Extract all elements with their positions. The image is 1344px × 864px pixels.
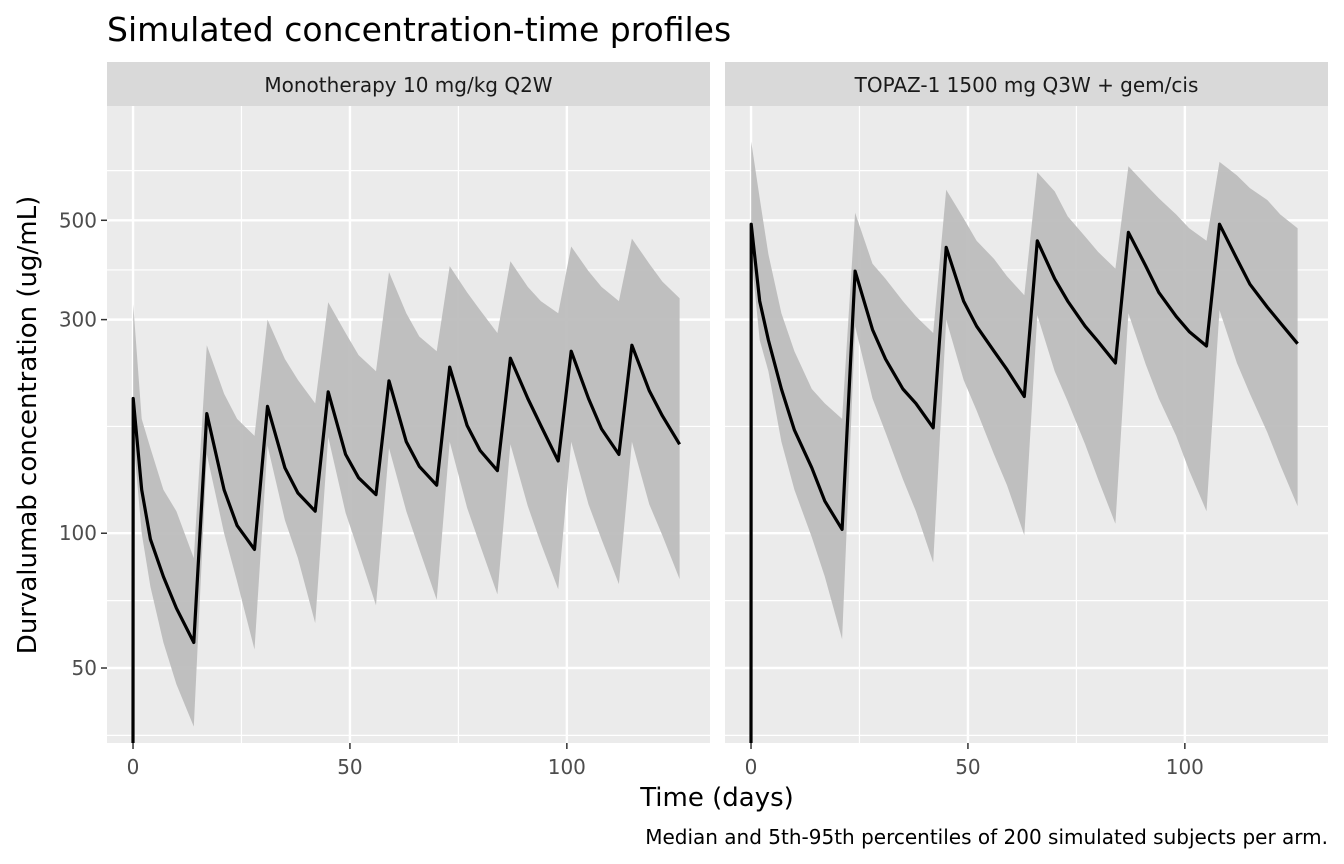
x-tick-label: 100 [548, 755, 586, 779]
y-tick-label: 300 [59, 308, 97, 332]
panels: Monotherapy 10 mg/kg Q2W 0 50 100 50 100 300 50… [59, 62, 1328, 779]
chart-caption: Median and 5th-95th percentiles of 200 s… [645, 825, 1328, 849]
strip-label: Monotherapy 10 mg/kg Q2W [264, 73, 552, 97]
y-axis-label: Durvalumab concentration (ug/mL) [13, 196, 43, 654]
strip-label: TOPAZ-1 1500 mg Q3W + gem/cis [854, 73, 1199, 97]
strip-background [725, 62, 1328, 106]
percentile-band [133, 238, 680, 743]
chart-title: Simulated concentration-time profiles [107, 10, 731, 49]
x-tick-label: 50 [337, 755, 362, 779]
median-line [131, 343, 681, 744]
panel-2: TOPAZ-1 1500 mg Q3W + gem/cis 0 50 100 [725, 62, 1328, 779]
y-tick-label: 500 [59, 208, 97, 232]
panel-1: Monotherapy 10 mg/kg Q2W 0 50 100 50 100 300 50… [59, 62, 710, 779]
median-line [749, 222, 1299, 744]
strip-background [107, 62, 710, 106]
x-tick-label: 50 [955, 755, 980, 779]
x-tick-label: 0 [745, 755, 758, 779]
percentile-band [751, 141, 1298, 743]
y-tick-label: 50 [72, 656, 97, 680]
y-tick-label: 100 [59, 521, 97, 545]
x-tick-label: 0 [127, 755, 140, 779]
x-axis-label: Time (days) [639, 783, 794, 813]
x-tick-label: 100 [1166, 755, 1204, 779]
